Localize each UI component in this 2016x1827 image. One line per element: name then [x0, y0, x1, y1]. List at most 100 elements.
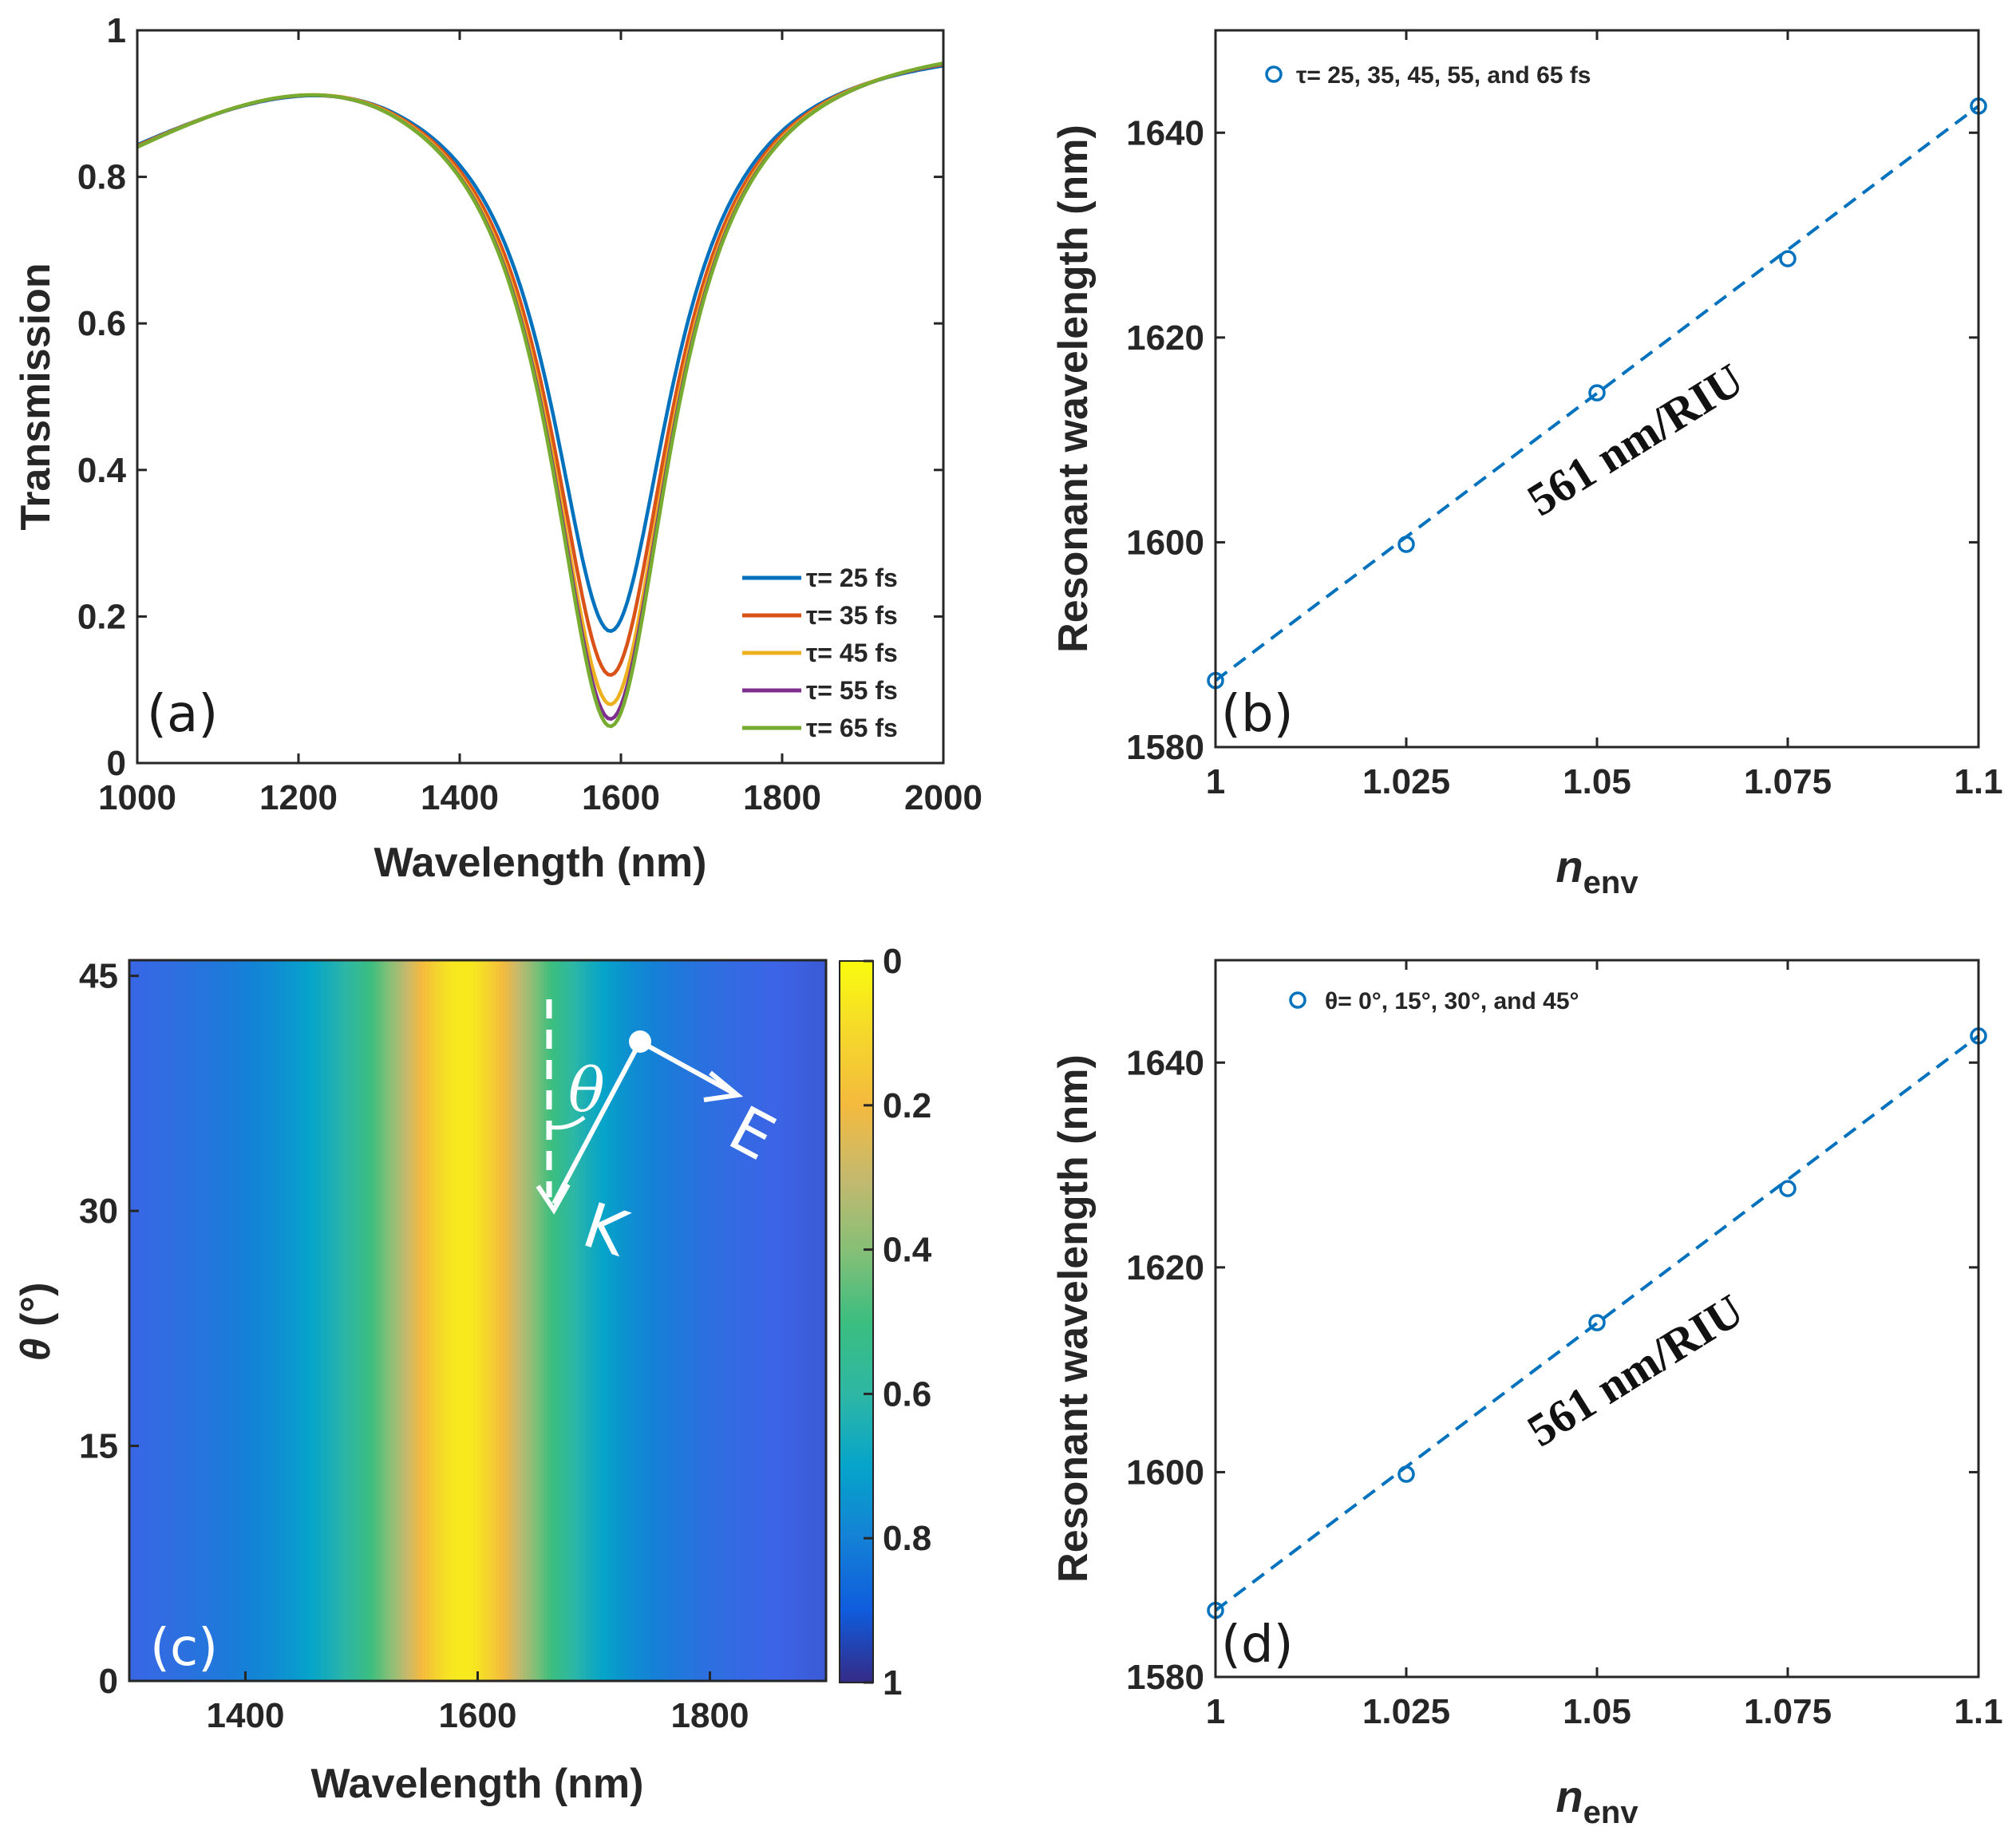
- panel-c-heatmap-cell: [331, 960, 336, 1681]
- panel-a-y-tick-label: 0.4: [77, 451, 127, 490]
- panel-c-heatmap-cell: [505, 960, 510, 1681]
- panel-a-x-tick-label: 1600: [582, 778, 660, 817]
- panel-c-heatmap-cell: [321, 960, 326, 1681]
- panel-c-heatmap-cell: [286, 960, 291, 1681]
- panel-c-heatmap-cell: [244, 960, 249, 1681]
- panel-c-heatmap-cell: [648, 960, 653, 1681]
- panel-c-heatmap-cell: [638, 960, 642, 1681]
- panel-c-heatmap-cell: [140, 960, 144, 1681]
- panel-c-heatmap-cell: [146, 960, 151, 1681]
- panel-c-heatmap-cell: [488, 960, 492, 1681]
- panel-c-heatmap-cell: [467, 960, 472, 1681]
- panel-c-heatmap-cell: [804, 960, 809, 1681]
- panel-c-heatmap-cell: [770, 960, 775, 1681]
- panel-c-heatmap-cell: [477, 960, 482, 1681]
- panel-c-heatmap-cell: [533, 960, 538, 1681]
- panel-c-heatmap-cell: [338, 960, 342, 1681]
- panel-c-heatmap-cell: [370, 960, 374, 1681]
- panel-c-colorbar-tick-label: 0.8: [883, 1519, 931, 1558]
- panel-c-heatmap-cell: [153, 960, 158, 1681]
- panel-c-heatmap-cell: [261, 960, 266, 1681]
- panel-d-legend-marker: [1289, 991, 1306, 1009]
- panel-c-heatmap-cell: [174, 960, 179, 1681]
- panel-c-heatmap-cell: [310, 960, 314, 1681]
- panel-c-heatmap-cell: [230, 960, 235, 1681]
- panel-c-heatmap-cell: [592, 960, 597, 1681]
- panel-c-heatmap-cell: [623, 960, 628, 1681]
- panel-d-x-tick-label: 1.1: [1954, 1692, 2002, 1731]
- panel-c-heatmap-cell: [791, 960, 796, 1681]
- panel-c-heatmap-cell: [449, 960, 454, 1681]
- panel-c-heatmap-cell: [240, 960, 245, 1681]
- panel-c-heatmap-cell: [651, 960, 656, 1681]
- panel-c-heatmap-cell: [735, 960, 740, 1681]
- panel-b-y-tick-label: 1620: [1126, 318, 1204, 358]
- panel-a-y-tick-label: 0: [107, 744, 126, 783]
- panel-c-heatmap-cell: [725, 960, 729, 1681]
- panel-c-heatmap-cell: [523, 960, 528, 1681]
- panel-c-heatmap-cell: [756, 960, 761, 1681]
- panel-b-ticks: 1 1.025 1.05 1.075 1.1 1580 1600 1620 1640: [1126, 30, 2003, 801]
- panel-c-heatmap-cell: [271, 960, 276, 1681]
- panel-c-heatmap-cell: [324, 960, 329, 1681]
- panel-c-heatmap-cell: [247, 960, 252, 1681]
- panel-c-heatmap-cell: [690, 960, 694, 1681]
- panel-c-heatmap-cell: [784, 960, 789, 1681]
- panel-c-heatmap-cell: [373, 960, 378, 1681]
- panel-c-y-tick-label: 30: [79, 1192, 118, 1231]
- panel-c-heatmap-cell: [564, 960, 569, 1681]
- panel-d-y-tick-label: 1620: [1126, 1248, 1204, 1287]
- panel-c-heatmap-cell: [738, 960, 743, 1681]
- panel-c-heatmap-cell: [202, 960, 207, 1681]
- panel-c-y-label-main: θ: [13, 1338, 59, 1361]
- panel-c-heatmap-cell: [714, 960, 719, 1681]
- panel-c-heatmap-cell: [383, 960, 388, 1681]
- panel-c-heatmap-cell: [279, 960, 283, 1681]
- panel-c-heatmap-cell: [630, 960, 635, 1681]
- panel-c-heatmap-cell: [143, 960, 148, 1681]
- panel-c-heatmap-cell: [815, 960, 820, 1681]
- panel-a-frame: [136, 29, 945, 765]
- panel-d-x-tick-label: 1.075: [1744, 1692, 1832, 1731]
- panel-c-heatmap-cell: [460, 960, 464, 1681]
- panel-c-heatmap-cell: [502, 960, 507, 1681]
- panel-c-heatmap-cell: [582, 960, 587, 1681]
- panel-c-heatmap-cell: [306, 960, 311, 1681]
- panel-c-heatmap-cell: [464, 960, 468, 1681]
- panel-d-legend: θ= 0°, 15°, 30°, and 45°: [1289, 988, 1579, 1014]
- panel-b-y-tick-label: 1600: [1126, 523, 1204, 562]
- panel-c-heatmap-cell: [683, 960, 688, 1681]
- panel-c-x-tick-label: 1800: [671, 1696, 749, 1735]
- panel-c-heatmap-cell: [666, 960, 670, 1681]
- panel-b-x-label: nenv: [1555, 841, 1638, 900]
- panel-c-heatmap-cell: [362, 960, 367, 1681]
- panel-c-heatmap-cell: [700, 960, 705, 1681]
- panel-c-heatmap-cell: [474, 960, 479, 1681]
- panel-c-heatmap-cell: [544, 960, 548, 1681]
- panel-c: 1400 1600 1800 0 15 30 45 Wavelength (nm) θ (°…: [13, 942, 932, 1807]
- panel-c-heatmap-cell: [432, 960, 437, 1681]
- panel-c-heatmap-cell: [223, 960, 227, 1681]
- panel-c-x-tick-label: 1400: [207, 1696, 285, 1735]
- panel-c-heatmap-cell: [620, 960, 625, 1681]
- panel-c-heatmap-cell: [160, 960, 165, 1681]
- panel-c-heatmap-cell: [732, 960, 737, 1681]
- panel-c-heatmap-cell: [679, 960, 684, 1681]
- panel-c-heatmap-cell: [599, 960, 604, 1681]
- panel-b-x-tick-label: 1: [1206, 762, 1225, 801]
- panel-c-heatmap-cell: [355, 960, 360, 1681]
- panel-c-heatmap-cell: [686, 960, 691, 1681]
- panel-c-heatmap-cell: [613, 960, 618, 1681]
- panel-c-heatmap-cell: [547, 960, 551, 1681]
- panel-c-heatmap-cell: [129, 960, 133, 1681]
- panel-c-heatmap-cell: [418, 960, 423, 1681]
- panel-c-y-tick-label: 15: [79, 1427, 118, 1466]
- panel-c-heatmap-cell: [470, 960, 475, 1681]
- panel-c-colorbar-tick-label: 0.6: [883, 1374, 931, 1414]
- panel-c-heatmap-cell: [380, 960, 385, 1681]
- panel-c-heatmap-cell: [314, 960, 318, 1681]
- panel-c-heatmap-cell: [808, 960, 813, 1681]
- panel-c-heatmap-cell: [710, 960, 715, 1681]
- panel-c-heatmap-cell: [327, 960, 332, 1681]
- panel-c-heatmap-cell: [561, 960, 566, 1681]
